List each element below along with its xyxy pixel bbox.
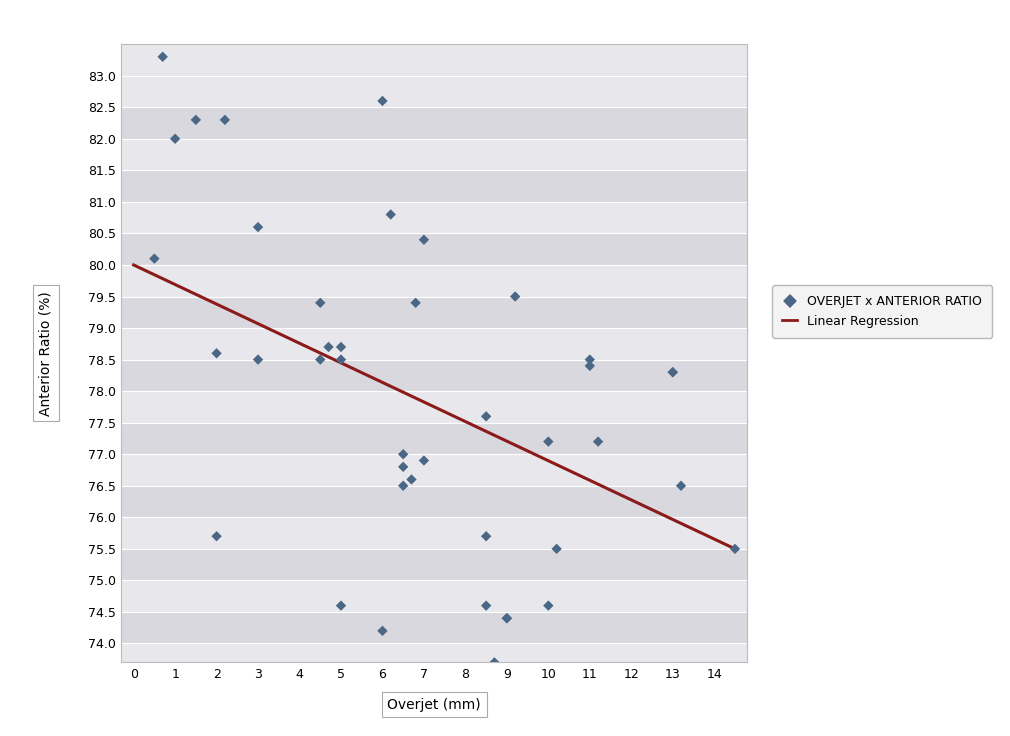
Point (155, 51, 171, 63)
Point (540, 600, 557, 612)
Point (217, 114, 233, 126)
Point (416, 234, 432, 246)
Point (375, 95, 391, 107)
Point (416, 455, 432, 467)
Legend: OVERJET x ANTERIOR RATIO, Linear Regression: OVERJET x ANTERIOR RATIO, Linear Regress… (773, 286, 992, 338)
Bar (121, 422, 747, 454)
Point (499, 612, 515, 624)
Point (478, 411, 494, 422)
Point (665, 367, 681, 378)
Point (146, 252, 163, 264)
Bar (121, 76, 747, 107)
Point (208, 531, 224, 542)
Bar (121, 107, 747, 139)
Point (333, 354, 349, 366)
Bar (121, 202, 747, 233)
Point (312, 354, 328, 366)
Point (403, 473, 419, 485)
Bar (121, 170, 747, 202)
Point (312, 297, 328, 308)
Bar (121, 297, 747, 328)
Bar (121, 265, 747, 297)
X-axis label: Overjet (mm): Overjet (mm) (388, 698, 481, 712)
Bar (121, 549, 747, 581)
Point (167, 133, 183, 145)
Point (208, 347, 224, 359)
Point (727, 543, 743, 555)
Point (548, 543, 565, 555)
Point (375, 625, 391, 637)
Bar (121, 612, 747, 643)
Point (249, 222, 266, 233)
Point (582, 354, 598, 366)
Point (395, 480, 411, 492)
Bar (121, 391, 747, 422)
Point (320, 341, 336, 353)
Bar (121, 360, 747, 391)
Point (395, 448, 411, 460)
Y-axis label: Anterior Ratio (%): Anterior Ratio (%) (39, 291, 53, 416)
Bar (121, 233, 747, 265)
Point (333, 600, 349, 612)
Point (478, 600, 494, 612)
Point (395, 461, 411, 473)
Point (188, 114, 204, 126)
Point (540, 436, 557, 447)
Point (499, 612, 515, 624)
Point (383, 208, 399, 220)
Bar (121, 454, 747, 486)
Point (507, 291, 523, 302)
Point (487, 657, 503, 668)
Point (408, 297, 424, 308)
Point (673, 480, 689, 492)
Bar (121, 328, 747, 360)
Point (582, 360, 598, 372)
Bar (121, 517, 747, 549)
Bar (121, 139, 747, 170)
Point (333, 341, 349, 353)
Point (249, 354, 266, 366)
Bar (121, 486, 747, 517)
Point (478, 531, 494, 542)
Bar (121, 581, 747, 612)
Point (590, 436, 606, 447)
Point (665, 367, 681, 378)
